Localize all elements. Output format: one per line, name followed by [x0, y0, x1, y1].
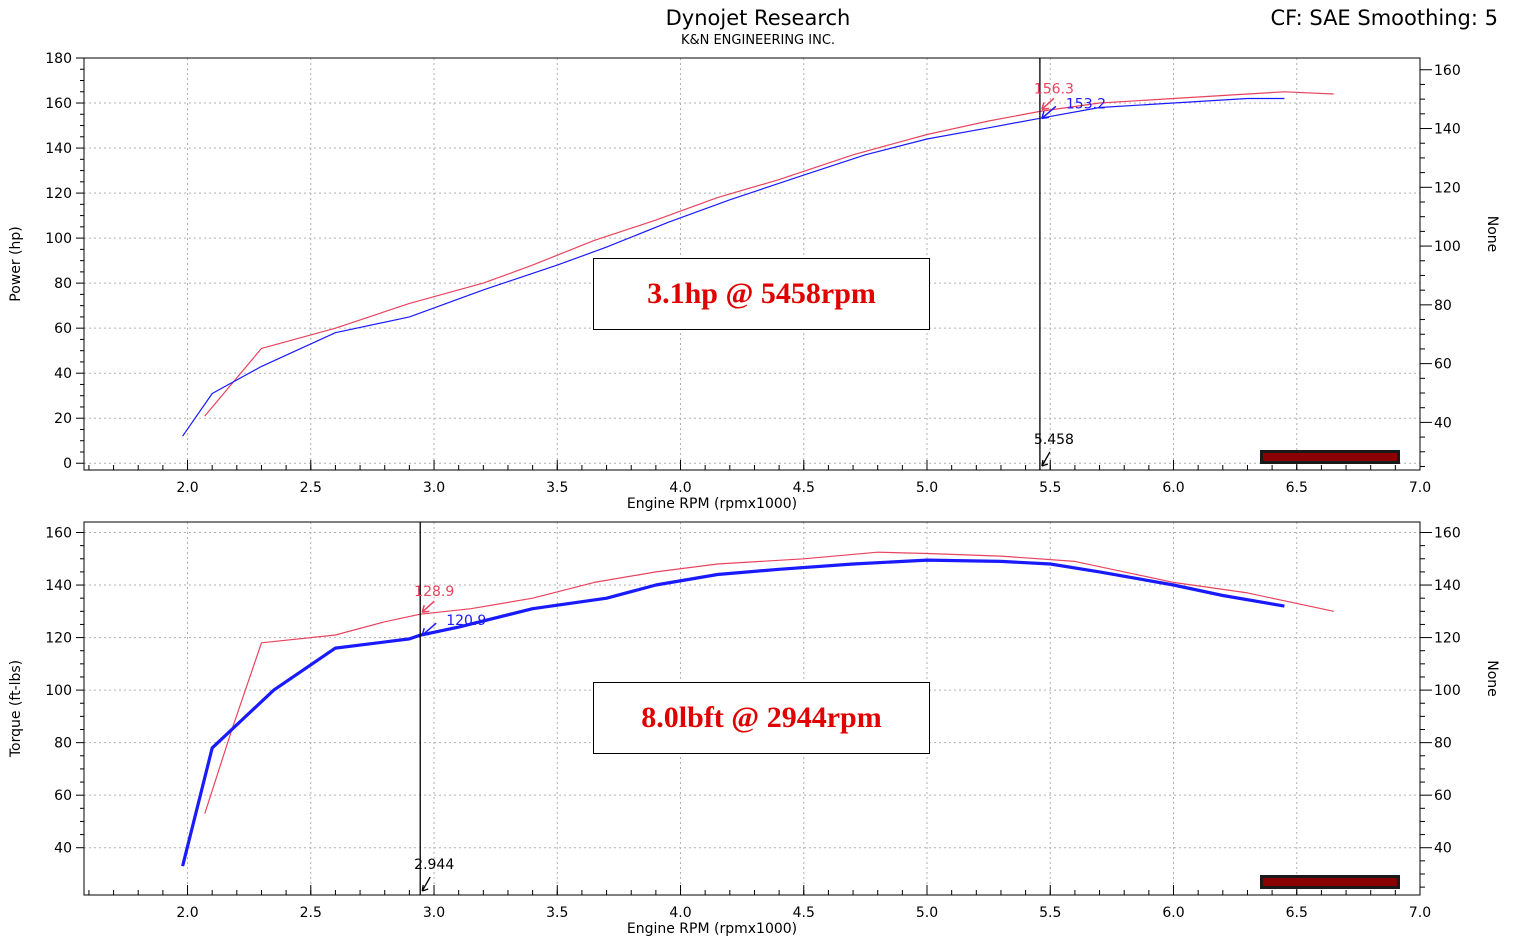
rpm-marker-arrow	[421, 876, 431, 892]
y-tick-label: 80	[54, 736, 72, 752]
x-tick-label: 4.5	[793, 480, 815, 496]
red-value-label: 128.9	[414, 584, 454, 600]
x-tick-label: 6.0	[1162, 905, 1184, 921]
x-tick-label: 5.0	[916, 480, 938, 496]
power-series-blue-line	[182, 97, 1285, 437]
y-axis-label: Torque (ft-lbs)	[8, 660, 24, 758]
dynojet-logo	[1260, 875, 1400, 889]
y2-tick-label: 120	[1434, 180, 1461, 196]
x-tick-label: 7.0	[1409, 905, 1431, 921]
x-tick-label: 6.0	[1162, 480, 1184, 496]
y-tick-label: 160	[45, 96, 72, 112]
blue-value-label: 153.2	[1066, 96, 1106, 112]
y2-tick-label: 100	[1434, 683, 1461, 699]
red-value-arrow	[421, 600, 435, 613]
y-tick-label: 100	[45, 683, 72, 699]
y2-tick-label: 80	[1434, 298, 1452, 314]
chart-subtitle: K&N ENGINEERING INC.	[680, 33, 836, 48]
y-tick-label: 20	[54, 411, 72, 427]
y2-tick-label: 40	[1434, 415, 1452, 431]
torque-chart: 40 60 80 100 120 140 160 40 60 80 100 120 140 160 2.0 2…	[8, 521, 1500, 937]
y-tick-label: 60	[54, 321, 72, 337]
plot-frame	[83, 57, 1421, 471]
rpm-marker-label: 5.458	[1034, 432, 1074, 448]
y2-tick-label: 120	[1434, 631, 1461, 647]
x-tick-label: 5.5	[1039, 480, 1061, 496]
y-tick-label: 80	[54, 276, 72, 292]
x-tick-label: 4.0	[669, 480, 691, 496]
y2-tick-label: 140	[1434, 578, 1461, 594]
y-tick-label: 160	[45, 526, 72, 542]
y-tick-label: 0	[63, 456, 72, 472]
x-tick-label: 6.5	[1286, 905, 1308, 921]
x-tick-label: 3.0	[423, 480, 445, 496]
y2-tick-label: 160	[1434, 526, 1461, 542]
dynojet-logo-stripe	[1263, 453, 1397, 461]
torque-series-red-line	[204, 551, 1334, 814]
power-chart: 0 20 40 60 80 100 120 140 160 180 40 60 80 100 120 140 1…	[8, 51, 1500, 512]
x-axis-label: Engine RPM (rpmx1000)	[627, 921, 797, 937]
x-tick-label: 3.5	[546, 905, 568, 921]
plot-frame	[83, 521, 1421, 896]
torque-difference-callout: 8.0lbft @ 2944rpm	[593, 682, 930, 754]
torque-series-blue-line	[181, 558, 1285, 867]
x-tick-label: 7.0	[1409, 480, 1431, 496]
y-tick-label: 40	[54, 841, 72, 857]
y2-tick-label: 80	[1434, 736, 1452, 752]
dynojet-logo	[1260, 450, 1400, 464]
y2-tick-label: 40	[1434, 841, 1452, 857]
x-tick-label: 2.5	[300, 905, 322, 921]
x-tick-label: 2.0	[176, 480, 198, 496]
y2-axis-label: None	[1484, 216, 1500, 253]
y2-tick-label: 140	[1434, 122, 1461, 138]
y2-axis-label: None	[1484, 660, 1500, 697]
x-tick-label: 4.5	[793, 905, 815, 921]
y-tick-label: 180	[45, 51, 72, 67]
x-tick-label: 2.5	[300, 480, 322, 496]
y2-tick-label: 60	[1434, 788, 1452, 804]
red-value-arrow	[1041, 97, 1055, 111]
y-tick-label: 40	[54, 366, 72, 382]
y-tick-label: 140	[45, 578, 72, 594]
power-series-red-line	[204, 91, 1334, 417]
x-axis-label: Engine RPM (rpmx1000)	[627, 496, 797, 512]
blue-value-label: 120.9	[446, 613, 486, 629]
blue-value-arrow	[1041, 105, 1057, 120]
x-tick-label: 5.5	[1039, 905, 1061, 921]
x-tick-label: 4.0	[669, 905, 691, 921]
y2-tick-label: 60	[1434, 357, 1452, 373]
correction-factor-info: CF: SAE Smoothing: 5	[1270, 6, 1498, 30]
rpm-marker-label: 2.944	[414, 857, 454, 873]
power-difference-callout: 3.1hp @ 5458rpm	[593, 258, 930, 330]
x-tick-label: 6.5	[1286, 480, 1308, 496]
blue-value-arrow	[421, 622, 437, 636]
x-tick-label: 5.0	[916, 905, 938, 921]
x-tick-label: 3.0	[423, 905, 445, 921]
y-tick-label: 120	[45, 186, 72, 202]
y-tick-label: 140	[45, 141, 72, 157]
y2-tick-label: 160	[1434, 63, 1461, 79]
y-tick-label: 60	[54, 788, 72, 804]
rpm-marker-arrow	[1041, 451, 1051, 467]
y-axis-label: Power (hp)	[8, 226, 24, 301]
x-tick-label: 2.0	[176, 905, 198, 921]
chart-title: Dynojet Research	[665, 6, 851, 30]
y2-tick-label: 100	[1434, 239, 1461, 255]
dynojet-logo-stripe	[1263, 878, 1397, 886]
x-tick-label: 3.5	[546, 480, 568, 496]
red-value-label: 156.3	[1034, 81, 1074, 97]
y-tick-label: 100	[45, 231, 72, 247]
y-tick-label: 120	[45, 631, 72, 647]
